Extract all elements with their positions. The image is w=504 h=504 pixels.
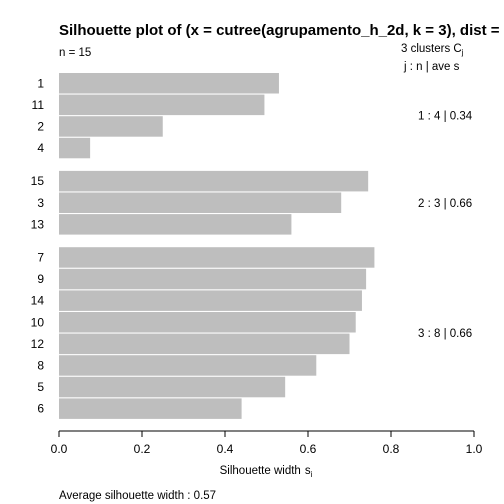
silhouette-bar: [59, 312, 356, 333]
observation-label: 13: [31, 217, 45, 231]
silhouette-bar: [59, 137, 91, 159]
x-tick-label: 0.0: [51, 442, 68, 456]
silhouette-bar: [59, 73, 279, 94]
cluster-summary-label: 3 : 8 | 0.66: [418, 328, 472, 340]
x-axis: 0.0 0.2 0.4 0.6 0.8 1.0: [51, 430, 483, 456]
silhouette-bar: [59, 116, 163, 137]
legend-header: 3 clusters Cj: [401, 43, 464, 57]
observation-label: 12: [31, 337, 45, 351]
observation-label: 6: [37, 402, 44, 416]
x-tick-label: 0.8: [383, 442, 400, 456]
x-axis-label: Silhouette width si: [220, 465, 313, 479]
observation-label: 2: [37, 119, 44, 133]
silhouette-bar: [59, 192, 342, 213]
legend-header-subscript: j: [461, 48, 464, 57]
n-label: n = 15: [59, 47, 91, 59]
observation-label: 10: [31, 315, 45, 329]
silhouette-bar: [59, 94, 265, 116]
observation-label: 15: [31, 174, 45, 188]
average-silhouette-label: Average silhouette width : 0.57: [59, 490, 216, 502]
observation-label: 5: [37, 380, 44, 394]
cluster-summary-label: 1 : 4 | 0.34: [418, 111, 473, 123]
silhouette-bar: [59, 376, 286, 398]
observation-label: 14: [31, 294, 45, 308]
observation-label: 3: [37, 196, 44, 210]
legend-header-text: 3 clusters C: [401, 43, 462, 55]
silhouette-bar: [59, 398, 242, 419]
legend-subheader: j : n | ave s: [403, 61, 460, 73]
cluster-summary-label: 2 : 3 | 0.66: [418, 198, 472, 210]
observation-label: 8: [37, 358, 44, 372]
silhouette-bar: [59, 355, 317, 376]
x-axis-label-subscript: i: [311, 470, 313, 479]
observation-label: 7: [37, 250, 44, 264]
silhouette-bar: [59, 333, 350, 355]
silhouette-bar: [59, 290, 362, 311]
x-axis-label-var: s: [305, 465, 311, 477]
x-tick-label: 0.6: [300, 442, 317, 456]
x-axis-label-text: Silhouette width: [220, 465, 301, 477]
x-tick-label: 1.0: [466, 442, 483, 456]
observation-label: 4: [37, 141, 44, 155]
silhouette-bar: [59, 170, 369, 192]
silhouette-bar: [59, 247, 375, 268]
x-tick-label: 0.4: [217, 442, 234, 456]
x-tick-label: 0.2: [134, 442, 151, 456]
chart-title: Silhouette plot of (x = cutree(agrupamen…: [59, 22, 504, 39]
silhouette-bar: [59, 214, 292, 235]
observation-label: 11: [32, 98, 45, 112]
silhouette-bar: [59, 268, 367, 290]
observation-label: 9: [37, 272, 44, 286]
observation-label: 1: [37, 76, 44, 90]
